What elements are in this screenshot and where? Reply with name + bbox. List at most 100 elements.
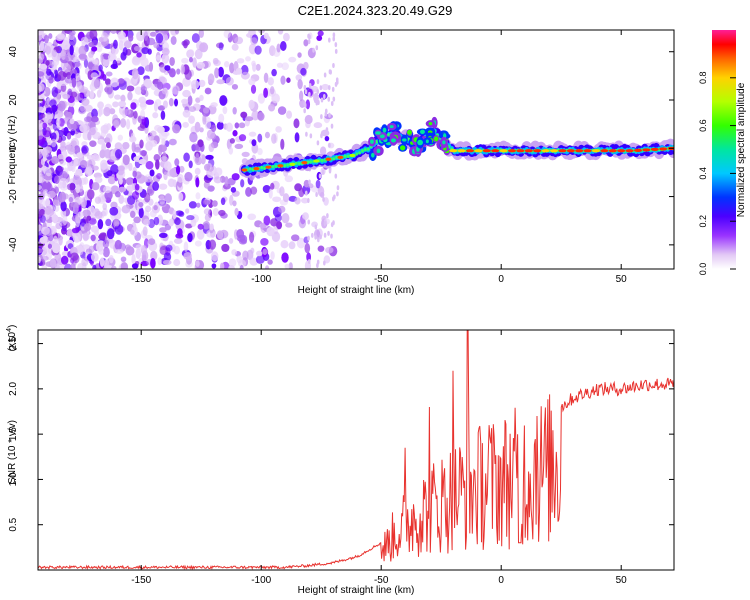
noise-blob [248,231,255,243]
noise-blob [174,98,179,107]
noise-blob [45,168,52,177]
noise-blob [132,57,141,66]
noise-blob [102,207,108,217]
y-tick-label: 0.5 [8,517,19,531]
noise-blob [216,79,225,85]
noise-blob [164,193,172,204]
noise-blob [330,222,334,228]
noise-blob [211,124,217,133]
noise-blob [321,83,330,91]
noise-blob [89,127,96,136]
noise-blob [282,193,290,203]
noise-blob [116,57,121,64]
ridge-blob [294,161,298,166]
noise-blob [104,149,111,159]
ridge-core [457,149,466,153]
noise-blob [319,146,327,156]
noise-blob [79,92,85,99]
noise-blob [195,177,200,188]
noise-blob [47,243,53,249]
ridge-blob [335,155,338,160]
noise-blob [188,56,193,63]
noise-blob [181,98,189,105]
noise-blob [87,165,93,177]
noise-blob [300,197,309,204]
noise-blob [184,69,192,81]
noise-blob [263,87,269,99]
colorbar-ticks: 0.0 0.2 0.4 0.6 0.8 [698,72,736,275]
noise-blob [38,71,45,77]
noise-blob [277,106,287,115]
noise-blob [271,68,277,77]
noise-blob [83,116,93,123]
noise-blob [303,85,307,91]
noise-blob [148,61,154,72]
ridge-patch-core [420,129,425,134]
noise-blob [327,96,331,102]
noise-blob [148,139,158,147]
noise-blob [39,236,48,244]
noise-blob [202,107,210,114]
noise-blob [335,77,339,83]
noise-blob [189,131,198,143]
noise-blob [257,93,266,104]
noise-blob [179,165,185,173]
noise-blob [320,133,323,139]
ridge-patch-core [425,139,429,144]
noise-blob [75,46,80,56]
noise-blob [68,123,78,131]
noise-blob [62,36,70,44]
noise-blob [212,57,219,65]
ridge-core [313,159,320,163]
noise-blob [79,160,88,169]
noise-blob [162,100,168,109]
noise-blob [168,138,177,146]
noise-blob [66,132,72,140]
noise-blob [305,99,311,110]
noise-blob [39,40,45,51]
noise-blob [94,176,103,184]
noise-blob [50,138,57,148]
noise-blob [232,130,238,137]
noise-blob [284,175,294,183]
noise-blob [330,233,333,239]
noise-blob [240,71,250,80]
noise-blob [224,176,229,187]
colorbar-tick-label: 0.4 [698,167,708,180]
noise-blob [308,179,311,185]
ridge-blob [355,152,359,156]
snr-y-label: SNR (10 * v/v) [7,420,18,484]
noise-blob [183,40,188,49]
noise-blob [194,240,202,247]
ridge-patch-core [389,125,394,129]
noise-blob [54,204,60,212]
noise-blob [275,126,282,133]
noise-blob [102,203,108,211]
noise-blob [136,52,142,58]
noise-blob [331,86,335,92]
noise-blob [114,191,121,198]
noise-blob [81,145,89,154]
noise-blob [216,230,224,240]
noise-blob [139,150,148,156]
noise-blob [298,187,305,198]
noise-blob [143,31,149,42]
noise-blob [44,205,52,215]
noise-blob [91,182,100,191]
noise-blob [329,69,332,75]
noise-blob [51,156,60,165]
noise-blob [257,112,265,121]
ridge-core [625,149,634,153]
noise-blob [62,215,68,226]
noise-blob [105,71,113,77]
noise-blob [91,46,98,52]
noise-blob [294,197,301,205]
noise-blob [158,201,167,208]
noise-blob [304,190,308,196]
snr-panel: -150 -100 -50 0 50 0.5 1.0 1.5 2.0 2.5 Height of … [6,325,675,596]
snr-y-scale-text: (x104) [6,325,18,352]
noise-blob [130,102,137,110]
noise-blob [317,245,325,252]
noise-blob [153,41,160,49]
noise-blob [109,108,116,115]
